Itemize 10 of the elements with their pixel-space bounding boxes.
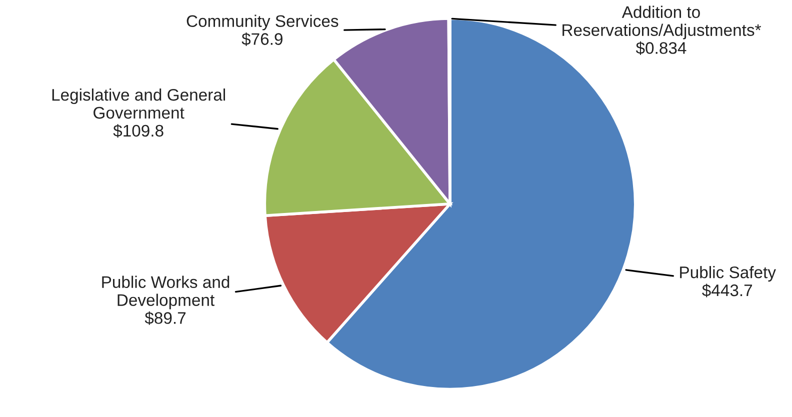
data-label: $0.834 — [636, 41, 686, 55]
slice-label: Addition to Reservations/Adjustments* — [562, 6, 762, 40]
slice-label: Legislative and General Government — [52, 88, 226, 119]
data-label: $89.7 — [144, 311, 186, 325]
data-label: $443.7 — [702, 284, 752, 298]
slice-label: Public Safety — [680, 266, 776, 282]
slice-label: Public Works and Development — [102, 276, 230, 310]
slice-label: Community Services — [186, 14, 338, 30]
data-label: $76.9 — [242, 32, 282, 46]
data-label: $109.8 — [113, 124, 164, 138]
